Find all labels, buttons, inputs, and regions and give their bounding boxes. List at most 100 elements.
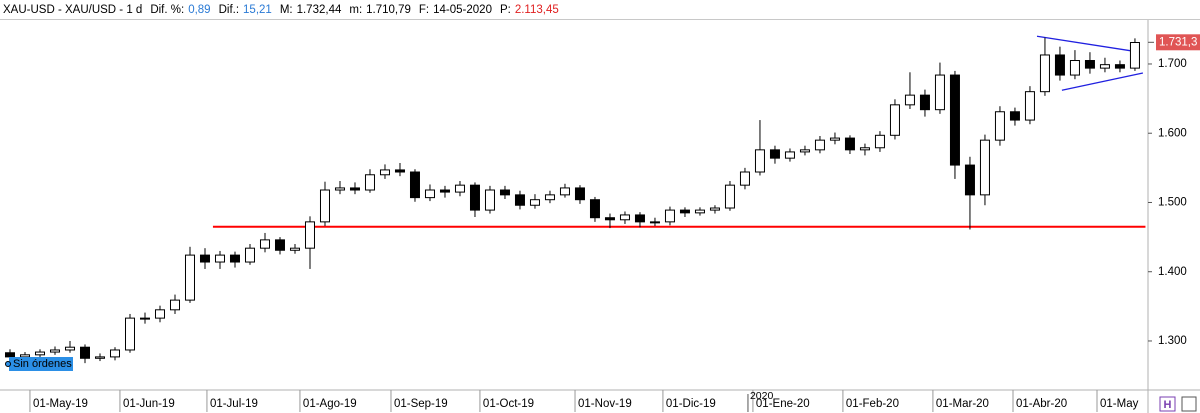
y-tick-label: 1.500 bbox=[1158, 197, 1187, 209]
x-tick-label: 01-Ene-20 bbox=[756, 398, 810, 410]
header-item: m: 1.710,79 bbox=[349, 4, 411, 16]
candle-body bbox=[664, 209, 675, 223]
candle-body bbox=[334, 187, 345, 191]
header-value: 15,21 bbox=[243, 3, 272, 16]
header-label: m: bbox=[349, 3, 363, 16]
header-value: 14-05-2020 bbox=[433, 3, 492, 16]
header-item: Dif. %: 0,89 bbox=[150, 4, 210, 16]
candle-body bbox=[874, 134, 885, 149]
candle-body bbox=[409, 171, 420, 199]
candle-body bbox=[994, 111, 1005, 141]
trend-line bbox=[1036, 35, 1140, 53]
candle-body bbox=[394, 169, 405, 173]
y-tick-label: 1.600 bbox=[1158, 127, 1187, 139]
y-tick-label: 1.400 bbox=[1158, 266, 1187, 278]
candle-body bbox=[289, 247, 300, 251]
candle-body bbox=[934, 74, 945, 111]
candle-body bbox=[19, 354, 30, 358]
trend-line bbox=[1061, 72, 1144, 91]
candle-body bbox=[739, 171, 750, 186]
window-button[interactable] bbox=[1181, 396, 1197, 412]
candle-body bbox=[184, 254, 195, 301]
candle-body bbox=[559, 187, 570, 196]
candle-body bbox=[529, 199, 540, 206]
candle-body bbox=[499, 189, 510, 196]
candle-body bbox=[1024, 91, 1035, 121]
candle-body bbox=[514, 194, 525, 206]
year-label: 2020 bbox=[750, 390, 774, 402]
candle-body bbox=[949, 74, 960, 166]
candle-body bbox=[1069, 60, 1080, 76]
header-value: 1.710,79 bbox=[366, 3, 411, 16]
orders-dot bbox=[5, 361, 11, 367]
candle-body bbox=[694, 209, 705, 214]
header-label: Dif.: bbox=[218, 3, 240, 16]
x-tick-label: 01-Sep-19 bbox=[394, 398, 448, 410]
candle-body bbox=[49, 349, 60, 353]
header-item: F: 14-05-2020 bbox=[419, 4, 492, 16]
header-value: 2.113,45 bbox=[514, 3, 559, 16]
chart: H 1.300 1.400 1.500 1.600 1.700 01-May-19 01-J… bbox=[0, 20, 1200, 413]
candle-body bbox=[769, 149, 780, 159]
candle-body bbox=[634, 214, 645, 223]
candle-body bbox=[484, 189, 495, 211]
candle-body bbox=[1054, 54, 1065, 76]
candle-body bbox=[829, 137, 840, 141]
x-tick-label: 01-Mar-20 bbox=[936, 398, 989, 410]
header-label: F: bbox=[418, 3, 430, 16]
symbol: XAU-USD - XAU/USD - 1 d bbox=[3, 3, 143, 16]
candle-body bbox=[319, 189, 330, 223]
candle-body bbox=[124, 317, 135, 351]
h-button-icon[interactable]: H bbox=[1164, 399, 1172, 411]
header-label: M: bbox=[279, 3, 293, 16]
candle-body bbox=[859, 147, 870, 151]
candle-body bbox=[1099, 64, 1110, 69]
candle-body bbox=[214, 254, 225, 263]
candle-body bbox=[34, 351, 45, 356]
candle-body bbox=[439, 189, 450, 193]
header-item: P: 2.113,45 bbox=[500, 4, 559, 16]
candle-body bbox=[379, 169, 390, 176]
header-label: P: bbox=[499, 3, 511, 16]
candle-body bbox=[259, 239, 270, 249]
x-tick-label: 01-Dic-19 bbox=[666, 398, 716, 410]
candle-body bbox=[169, 299, 180, 311]
y-tick-label: 1.700 bbox=[1158, 58, 1187, 70]
x-tick-label: 01-Jun-19 bbox=[123, 398, 175, 410]
candle-body bbox=[544, 194, 555, 201]
x-tick-label: 01-Ago-19 bbox=[303, 398, 357, 410]
candle-body bbox=[1129, 42, 1140, 69]
candle-body bbox=[589, 199, 600, 219]
header-item: M: 1.732,44 bbox=[280, 4, 342, 16]
candle-body bbox=[1084, 60, 1095, 69]
x-tick-label: 01-Oct-19 bbox=[483, 398, 534, 410]
candle-body bbox=[4, 352, 15, 358]
h-button[interactable] bbox=[1159, 396, 1176, 412]
candle-body bbox=[619, 214, 630, 221]
candle-body bbox=[79, 346, 90, 359]
last-price-label: 1.731,3 bbox=[1159, 36, 1197, 48]
candle-body bbox=[64, 346, 75, 351]
candle-body bbox=[109, 349, 120, 358]
last-price-box bbox=[1156, 34, 1200, 51]
orders-label: Sin órdenes bbox=[13, 358, 72, 370]
x-tick-label: 01-May bbox=[1100, 398, 1139, 410]
candle-body bbox=[799, 149, 810, 153]
header-value: 1.732,44 bbox=[296, 3, 342, 16]
candle-body bbox=[469, 184, 480, 211]
x-tick-label: 01-Abr-20 bbox=[1016, 398, 1067, 410]
header-label: Dif. %: bbox=[150, 3, 185, 16]
header-value: 0,89 bbox=[188, 3, 211, 16]
candle-body bbox=[244, 247, 255, 263]
candle-body bbox=[964, 164, 975, 196]
candle-body bbox=[604, 217, 615, 221]
candle-body bbox=[904, 94, 915, 106]
x-tick-label: 01-May-19 bbox=[33, 398, 88, 410]
x-tick-label: 01-Jul-19 bbox=[210, 398, 258, 410]
chart-header: XAU-USD - XAU/USD - 1 d Dif. %: 0,89 Dif.:… bbox=[0, 0, 1200, 20]
candle-body bbox=[889, 104, 900, 136]
candle-body bbox=[454, 184, 465, 193]
candle-body bbox=[274, 239, 285, 251]
candle-body bbox=[649, 221, 660, 224]
